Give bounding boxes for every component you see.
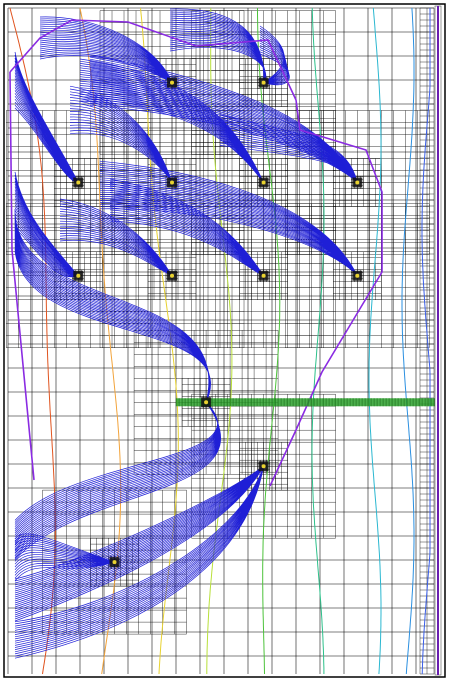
pathline-bundle <box>59 198 173 277</box>
drain-cells <box>175 398 435 407</box>
head-contour-line <box>421 8 431 675</box>
head-contour-line <box>311 7 325 674</box>
well-center <box>355 180 360 185</box>
capture-boundary <box>9 19 383 487</box>
pathline-bundle <box>14 466 264 659</box>
well-center <box>76 180 81 185</box>
pathline-bundle <box>14 465 264 622</box>
pathline-bundle <box>14 533 115 582</box>
well-center <box>261 273 266 278</box>
head-contour-line <box>401 7 415 675</box>
wells <box>73 77 363 568</box>
well-center <box>204 400 209 405</box>
left-boundary <box>9 71 35 481</box>
well-center <box>261 80 266 85</box>
well-center <box>170 273 175 278</box>
well-center <box>355 273 360 278</box>
particle-pathlines <box>14 8 358 659</box>
well-center <box>261 464 266 469</box>
well-center <box>76 273 81 278</box>
pathline-bundle <box>219 114 358 183</box>
head-contour-line <box>257 8 281 675</box>
well-center <box>170 180 175 185</box>
well-center <box>170 80 175 85</box>
model-boundary <box>9 19 383 487</box>
pathline-bundle <box>14 171 79 278</box>
drain-strip <box>176 398 436 407</box>
pathline-bundle <box>14 51 79 183</box>
drain-line <box>175 398 436 407</box>
pathline-bundle <box>99 160 358 276</box>
head-contours <box>9 7 431 675</box>
outer-frame <box>3 3 446 678</box>
pathline-bundle <box>169 8 267 83</box>
pathline-bundle <box>14 402 222 560</box>
well-center <box>261 180 266 185</box>
pathline-bundle <box>14 208 211 403</box>
pathline-bundle <box>69 85 173 183</box>
pathline-bundle <box>259 25 290 86</box>
head-contour-line <box>368 7 382 675</box>
pathline-bundle <box>39 16 173 83</box>
well-center <box>112 560 117 565</box>
